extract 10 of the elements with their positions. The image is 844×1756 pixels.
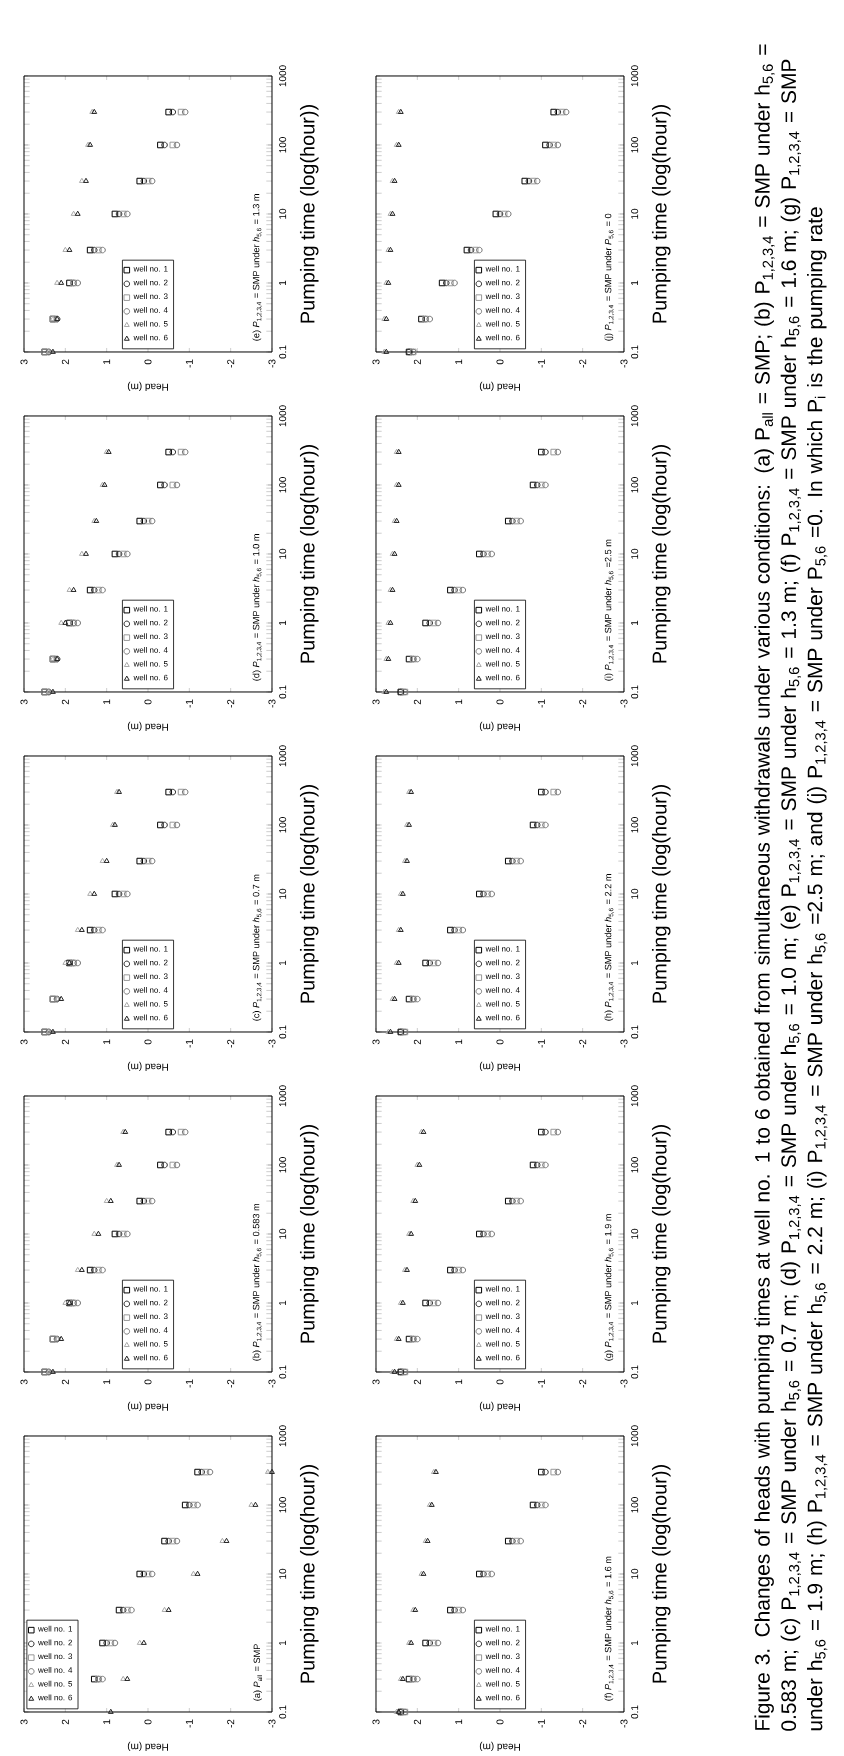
y-axis-title: Pumping time (log(hour)) — [299, 1465, 319, 1683]
y-axis-title: Pumping time (log(hour)) — [651, 1125, 671, 1343]
y-axis-title: Pumping time (log(hour)) — [651, 785, 671, 1003]
y-axis-title: Pumping time (log(hour)) — [299, 105, 319, 323]
y-axis-title: Pumping time (log(hour)) — [651, 445, 671, 663]
y-axis-title: Pumping time (log(hour)) — [299, 1125, 319, 1343]
y-axis-title: Pumping time (log(hour)) — [299, 445, 319, 663]
y-axis-title: Pumping time (log(hour)) — [299, 785, 319, 1003]
y-axis-title: Pumping time (log(hour)) — [651, 1465, 671, 1683]
y-axis-title: Pumping time (log(hour)) — [651, 105, 671, 323]
